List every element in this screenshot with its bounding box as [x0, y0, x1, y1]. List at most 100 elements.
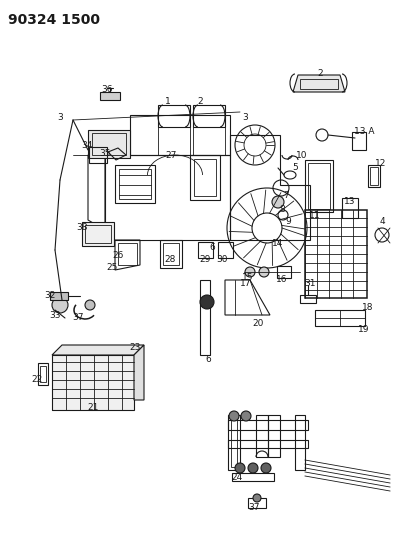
Text: 90324 1500: 90324 1500: [8, 13, 100, 27]
Circle shape: [235, 463, 245, 473]
Bar: [228, 440, 308, 448]
Text: 32: 32: [45, 290, 56, 300]
Text: 21: 21: [87, 403, 99, 413]
Text: 17: 17: [240, 279, 252, 287]
Bar: [198, 242, 213, 258]
Bar: [118, 243, 137, 265]
Polygon shape: [134, 345, 144, 400]
Text: 31: 31: [304, 279, 316, 287]
Text: 3: 3: [57, 114, 63, 123]
Bar: [368, 165, 380, 187]
Text: 18: 18: [362, 303, 374, 311]
Text: 12: 12: [375, 158, 387, 167]
Bar: [228, 415, 240, 470]
Polygon shape: [293, 75, 345, 92]
Text: 28: 28: [164, 255, 176, 264]
Bar: [352, 132, 366, 150]
Bar: [193, 105, 225, 127]
Text: 25: 25: [106, 263, 117, 272]
Circle shape: [241, 411, 251, 421]
Text: 4: 4: [379, 217, 385, 227]
Bar: [342, 198, 358, 218]
Text: 27: 27: [165, 150, 177, 159]
Bar: [232, 473, 274, 481]
Bar: [277, 266, 291, 278]
Text: 33: 33: [49, 311, 61, 319]
Text: 15: 15: [242, 273, 254, 282]
Bar: [248, 498, 266, 508]
Text: 37: 37: [72, 313, 84, 322]
Bar: [85, 225, 111, 243]
Bar: [200, 280, 210, 355]
Circle shape: [261, 463, 271, 473]
Bar: [40, 366, 46, 382]
Bar: [119, 169, 151, 199]
Bar: [268, 415, 280, 457]
Text: 34: 34: [81, 141, 93, 149]
Text: 14: 14: [272, 239, 284, 248]
Text: 10: 10: [296, 151, 308, 160]
Text: 13 A: 13 A: [354, 127, 374, 136]
Bar: [305, 210, 367, 298]
Text: 2: 2: [317, 69, 323, 77]
Text: 16: 16: [276, 274, 288, 284]
Text: 7: 7: [283, 190, 289, 199]
Circle shape: [52, 297, 68, 313]
Bar: [231, 418, 237, 467]
Bar: [92, 133, 126, 155]
Text: 6: 6: [209, 244, 215, 253]
Bar: [218, 242, 233, 258]
Text: 35: 35: [99, 149, 111, 158]
Bar: [38, 363, 48, 385]
Bar: [190, 155, 220, 200]
Polygon shape: [52, 345, 144, 355]
Circle shape: [272, 196, 284, 208]
Text: 26: 26: [112, 252, 124, 261]
Bar: [194, 159, 216, 196]
Text: 24: 24: [231, 473, 243, 482]
Circle shape: [253, 494, 261, 502]
Circle shape: [200, 295, 214, 309]
Bar: [52, 355, 134, 410]
Circle shape: [85, 300, 95, 310]
Bar: [100, 92, 120, 100]
Text: 30: 30: [216, 255, 228, 264]
Text: 3: 3: [242, 114, 248, 123]
Bar: [370, 167, 378, 185]
Text: 36: 36: [101, 85, 113, 94]
Text: 38: 38: [76, 223, 88, 232]
Text: 2: 2: [197, 96, 203, 106]
Text: 19: 19: [358, 326, 370, 335]
Circle shape: [245, 267, 255, 277]
Bar: [256, 415, 268, 457]
Text: 11: 11: [309, 211, 321, 220]
Bar: [295, 415, 305, 470]
Bar: [300, 295, 316, 303]
Circle shape: [229, 411, 239, 421]
Text: 6: 6: [205, 356, 211, 365]
Bar: [305, 160, 333, 212]
Bar: [89, 147, 107, 163]
Polygon shape: [50, 292, 68, 300]
Text: 1: 1: [165, 96, 171, 106]
Bar: [158, 105, 190, 127]
Text: 20: 20: [252, 319, 264, 327]
Text: 23: 23: [129, 343, 141, 352]
Text: 9: 9: [285, 217, 291, 227]
Bar: [163, 243, 179, 265]
Bar: [82, 222, 114, 246]
Bar: [308, 163, 330, 209]
Bar: [228, 420, 308, 430]
Text: 29: 29: [199, 255, 211, 264]
Text: 22: 22: [31, 376, 43, 384]
Bar: [160, 240, 182, 268]
Bar: [300, 79, 338, 89]
Circle shape: [248, 463, 258, 473]
Text: 37: 37: [248, 504, 260, 513]
Text: 8: 8: [279, 205, 285, 214]
Text: 13: 13: [344, 198, 356, 206]
Circle shape: [259, 267, 269, 277]
Bar: [115, 165, 155, 203]
Text: 5: 5: [292, 164, 298, 173]
Bar: [88, 130, 130, 158]
